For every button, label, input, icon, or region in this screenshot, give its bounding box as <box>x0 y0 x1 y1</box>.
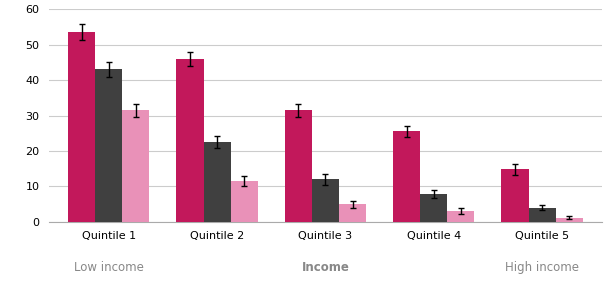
Text: Low income: Low income <box>74 261 144 274</box>
Bar <box>176 59 203 222</box>
Bar <box>339 204 366 222</box>
Bar <box>203 142 231 222</box>
Bar <box>312 179 339 222</box>
Text: High income: High income <box>505 261 579 274</box>
Text: Income: Income <box>301 261 349 274</box>
Bar <box>502 169 529 222</box>
Bar <box>420 194 448 222</box>
Bar <box>393 132 420 222</box>
Bar <box>529 208 556 222</box>
Bar <box>556 217 583 222</box>
Bar <box>95 69 122 222</box>
Bar <box>231 181 258 222</box>
Bar <box>448 211 475 222</box>
Bar <box>285 110 312 222</box>
Bar <box>122 110 149 222</box>
Bar <box>68 32 95 222</box>
